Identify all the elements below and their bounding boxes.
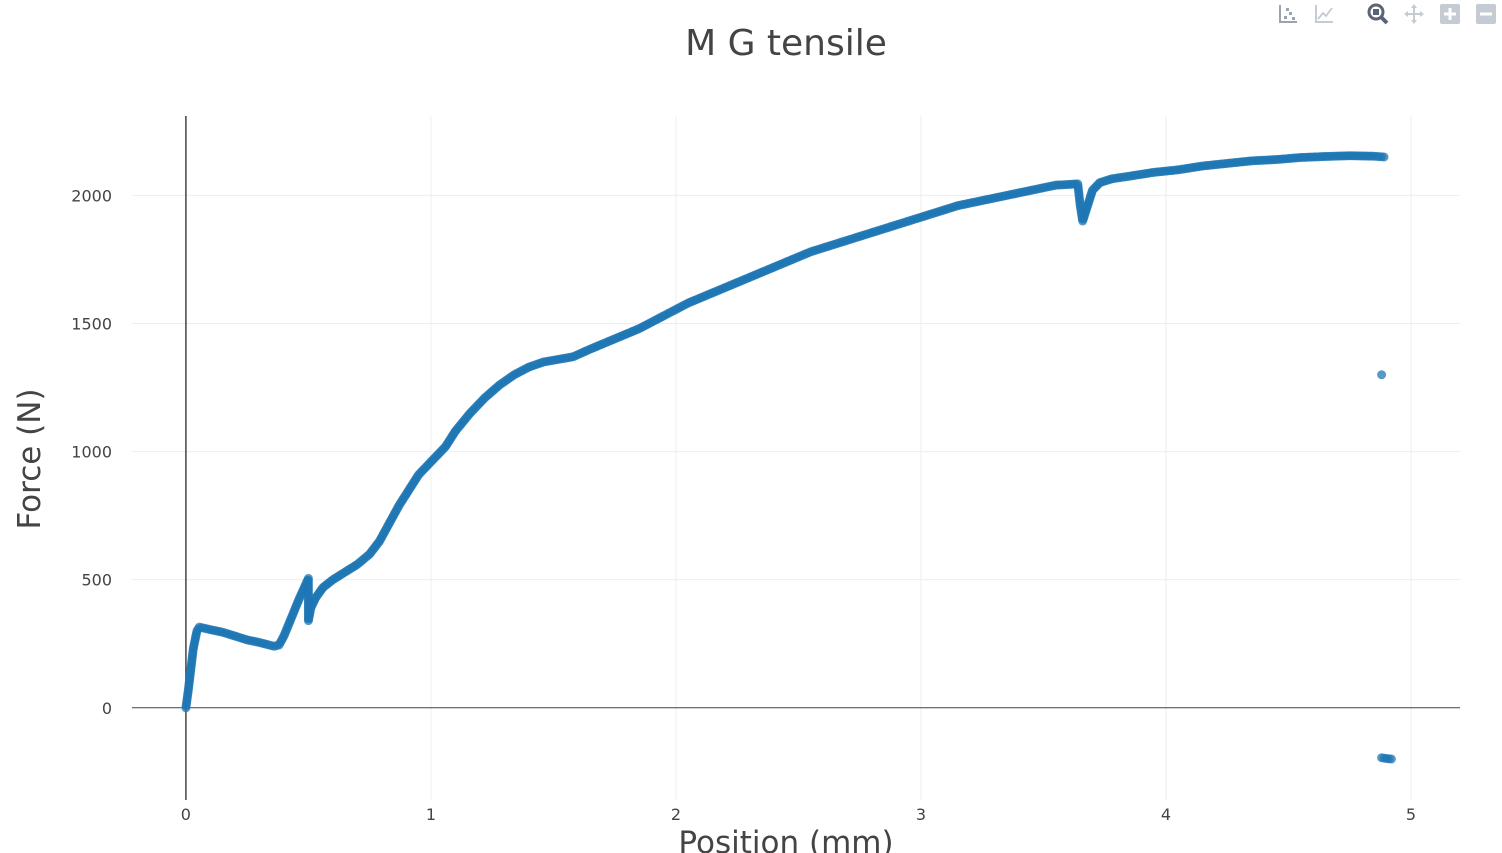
axis-layer: [132, 116, 1460, 800]
zoom-icon: [1367, 3, 1389, 25]
x-tick-label: 1: [426, 805, 436, 824]
tick-labels: 0 1 2 3 4 5 0 500 1000 1500 2000: [71, 186, 1416, 824]
x-tick-label: 0: [181, 805, 191, 824]
x-tick-label: 3: [916, 805, 926, 824]
grid-layer: [132, 116, 1460, 800]
y-tick-label: 0: [102, 699, 112, 718]
chart-title: M G tensile: [685, 23, 887, 64]
data-point[interactable]: [1386, 754, 1396, 764]
zoom-out-icon: [1476, 4, 1496, 24]
y-tick-label: 1500: [71, 315, 112, 334]
show-closest-data-button[interactable]: [1276, 2, 1300, 26]
data-points[interactable]: [181, 151, 1396, 764]
zoom-in-button[interactable]: [1438, 2, 1462, 26]
x-axis-title: Position (mm): [678, 825, 893, 853]
data-point[interactable]: [1377, 370, 1387, 380]
pan-icon: [1404, 4, 1424, 24]
y-tick-label: 500: [81, 571, 112, 590]
compare-data-button[interactable]: [1312, 2, 1336, 26]
compare-data-icon: [1315, 5, 1333, 23]
show-closest-data-icon: [1279, 5, 1297, 23]
y-axis-title: Force (N): [12, 388, 48, 529]
x-tick-label: 2: [671, 805, 681, 824]
x-tick-label: 4: [1161, 805, 1171, 824]
data-point[interactable]: [1379, 152, 1389, 162]
zoom-button[interactable]: [1366, 2, 1390, 26]
pan-button[interactable]: [1402, 2, 1426, 26]
modebar: [1276, 2, 1498, 26]
zoom-in-icon: [1440, 4, 1460, 24]
y-tick-label: 1000: [71, 443, 112, 462]
x-tick-label: 5: [1406, 805, 1416, 824]
zoom-out-button[interactable]: [1474, 2, 1498, 26]
y-tick-label: 2000: [71, 186, 112, 205]
